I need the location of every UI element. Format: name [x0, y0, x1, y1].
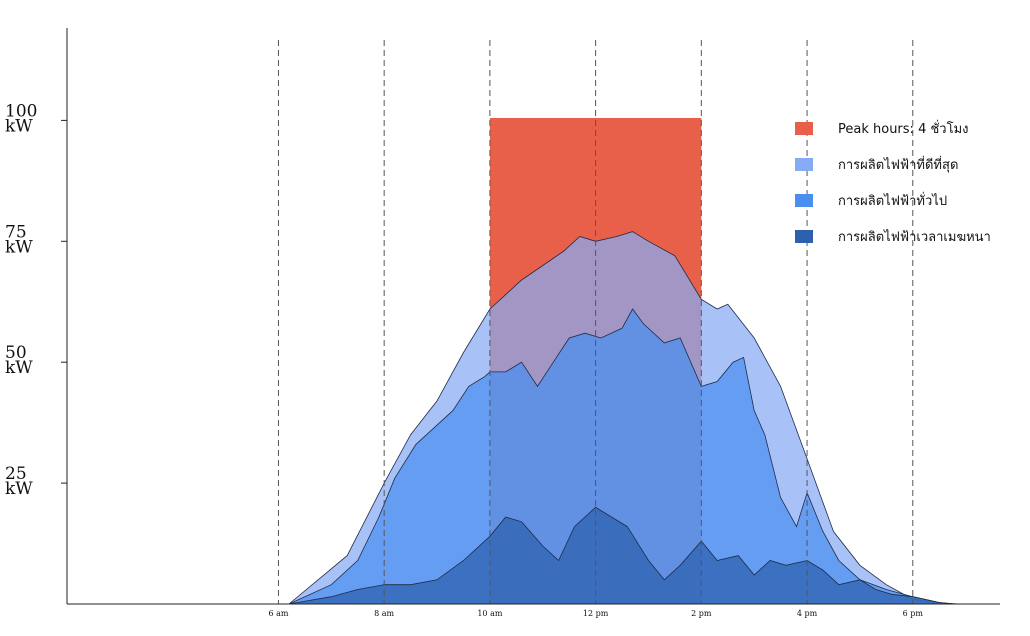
- legend-swatch: [795, 230, 813, 243]
- legend-swatch: [795, 158, 813, 171]
- legend-label: Peak hours: 4 ชั่วโมง: [838, 120, 969, 137]
- y-tick-label: 100 kW: [5, 101, 37, 136]
- axes-layer: [66, 28, 1000, 605]
- x-tick-label: 12 pm: [583, 609, 609, 618]
- legend-swatch: [795, 194, 813, 207]
- series-layer: [287, 231, 961, 605]
- y-tick-label: 25 kW: [5, 464, 33, 499]
- x-tick-label: 2 pm: [691, 609, 712, 618]
- dashed-lines-layer: [277, 40, 914, 604]
- x-tick-label: 4 pm: [797, 609, 818, 618]
- legend-label: การผลิตไฟฟ้าที่ดีที่สุด: [838, 156, 958, 173]
- tick-labels-layer: 25 kW 50 kW 75 kW 100 kW 6 am 8 am 10 am 12 pm 2 pm 4…: [5, 101, 923, 618]
- legend-label: การผลิตไฟฟ้าทั่วไป: [838, 192, 947, 209]
- legend-label: การผลิตไฟฟ้าเวลาเมฆหนา: [838, 229, 991, 245]
- x-tick-label: 8 am: [374, 609, 394, 618]
- x-tick-label: 6 pm: [903, 609, 924, 618]
- legend-swatch: [795, 122, 813, 135]
- series-area-3: [288, 506, 956, 605]
- x-tick-label: 10 am: [477, 609, 502, 618]
- legend: Peak hours: 4 ชั่วโมงการผลิตไฟฟ้าที่ดีที…: [795, 120, 991, 245]
- y-tick-label: 50 kW: [5, 343, 33, 378]
- y-tick-label: 75 kW: [5, 222, 33, 257]
- x-tick-label: 6 am: [268, 609, 288, 618]
- series-area-2: [288, 308, 956, 605]
